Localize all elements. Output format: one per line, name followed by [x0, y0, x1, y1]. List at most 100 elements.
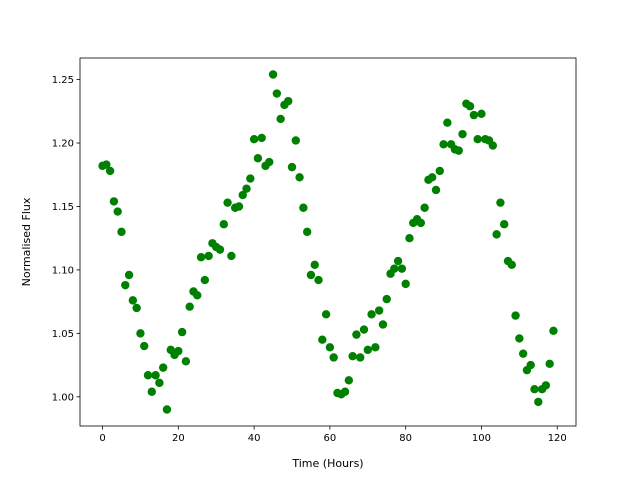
point — [223, 198, 232, 207]
point — [158, 363, 168, 372]
x-axis-label: Time (Hours) — [291, 457, 363, 470]
point — [151, 371, 160, 380]
x-tick-label: 20 — [172, 433, 185, 444]
point — [496, 198, 505, 207]
point — [102, 160, 111, 169]
point — [204, 251, 213, 261]
point — [136, 329, 145, 338]
point — [518, 349, 528, 358]
point — [420, 203, 429, 212]
point — [318, 335, 327, 344]
point — [549, 326, 558, 336]
point — [185, 302, 194, 311]
point — [439, 140, 448, 149]
point — [215, 245, 225, 254]
point — [416, 218, 426, 228]
point — [545, 359, 554, 369]
point — [276, 114, 285, 124]
y-tick-label: 1.15 — [52, 202, 74, 213]
point — [306, 270, 316, 280]
point — [321, 310, 331, 319]
point — [405, 233, 414, 243]
point — [121, 280, 130, 290]
point — [287, 162, 297, 172]
point — [340, 387, 350, 396]
point — [284, 96, 293, 106]
point — [155, 378, 164, 388]
point — [272, 89, 282, 98]
point — [390, 264, 399, 273]
point — [382, 294, 391, 304]
point — [181, 357, 191, 366]
point — [234, 202, 244, 211]
point — [193, 291, 202, 300]
point — [348, 352, 357, 361]
point — [492, 230, 501, 239]
point — [219, 220, 228, 229]
point — [488, 141, 498, 150]
point — [458, 129, 467, 139]
y-tick-label: 1.20 — [52, 139, 74, 150]
point — [143, 371, 153, 380]
point — [196, 253, 206, 262]
point — [128, 296, 138, 305]
point — [507, 260, 516, 270]
point — [117, 227, 126, 237]
point — [249, 135, 259, 144]
point — [356, 353, 365, 362]
point — [200, 275, 210, 285]
point — [393, 256, 403, 266]
point — [499, 220, 509, 229]
point — [302, 227, 312, 237]
point — [147, 387, 157, 396]
y-tick-label: 1.25 — [52, 75, 74, 86]
point — [299, 203, 308, 212]
point — [329, 353, 338, 362]
point — [363, 345, 372, 355]
point — [227, 251, 236, 261]
marks — [98, 70, 558, 414]
x-tick-label: 0 — [99, 433, 105, 444]
x-tick-label: 100 — [472, 433, 491, 444]
point — [265, 157, 274, 167]
point — [397, 264, 407, 273]
point — [174, 346, 183, 356]
point — [378, 320, 388, 329]
y-tick-label: 1.10 — [52, 265, 74, 276]
point — [454, 146, 463, 155]
point — [443, 118, 452, 127]
point — [268, 70, 278, 79]
point — [242, 184, 251, 193]
point — [105, 166, 115, 176]
point — [162, 405, 172, 414]
point — [511, 311, 520, 320]
point — [344, 376, 354, 385]
point — [238, 190, 247, 200]
point — [367, 310, 376, 319]
point — [435, 166, 444, 176]
point — [140, 341, 149, 351]
point — [295, 173, 304, 182]
y-axis-label: Normalised Flux — [20, 197, 33, 286]
point — [109, 197, 119, 206]
point — [401, 279, 410, 289]
point — [352, 330, 361, 339]
point — [124, 270, 134, 280]
point — [246, 174, 255, 183]
point — [132, 303, 141, 313]
y-tick-label: 1.00 — [52, 392, 74, 403]
point — [291, 136, 300, 145]
point — [469, 110, 479, 120]
point — [526, 360, 535, 370]
x-tick-label: 40 — [248, 433, 261, 444]
point — [257, 133, 266, 143]
point — [314, 275, 323, 285]
plot-area — [80, 58, 576, 426]
point — [431, 185, 441, 195]
x-tick-label: 80 — [399, 433, 412, 444]
point — [371, 343, 380, 352]
point — [534, 397, 543, 407]
point — [374, 306, 384, 315]
point — [473, 135, 482, 144]
